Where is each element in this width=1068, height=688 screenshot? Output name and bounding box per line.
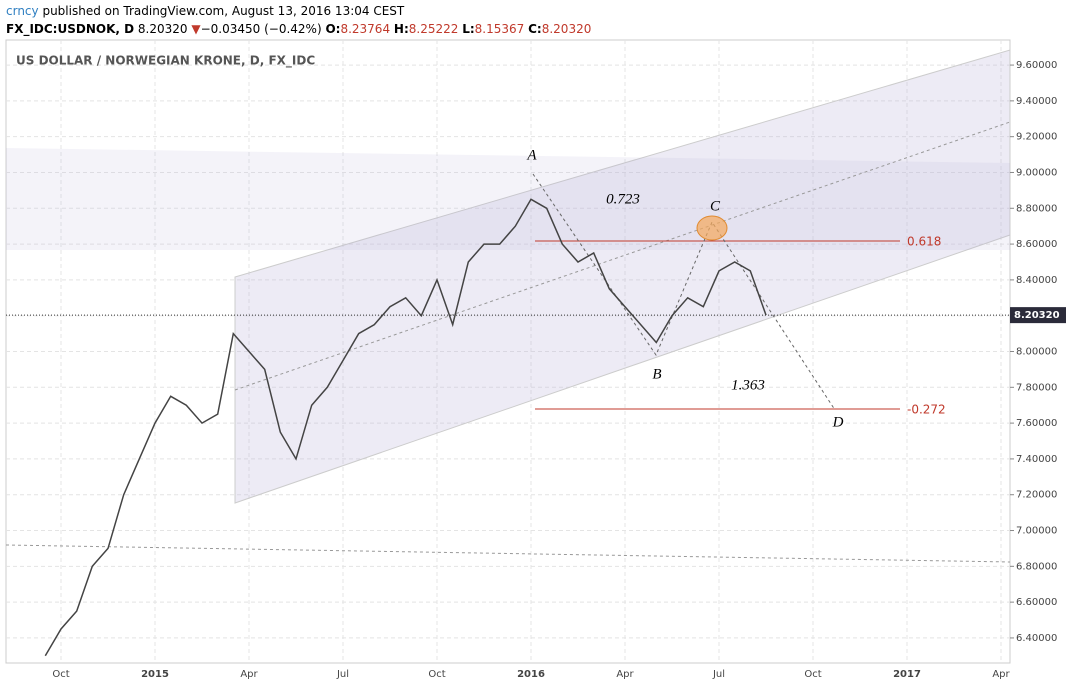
y-tick-label: 6.60000: [1016, 597, 1057, 608]
highlight: [696, 215, 728, 241]
y-tick-label: 8.40000: [1016, 275, 1057, 286]
trend-line: [5, 544, 1011, 563]
y-tick-label: 7.60000: [1016, 418, 1057, 429]
x-tick-label: 2017: [893, 669, 921, 680]
channel: [234, 49, 1011, 504]
x-tick-label: 2016: [517, 669, 545, 680]
c: 8.20320: [541, 22, 592, 36]
x-tick-label: Oct: [428, 669, 445, 680]
x-tick-label: Jul: [336, 669, 349, 680]
y-tick-label: 8.60000: [1016, 239, 1057, 250]
y-tick-label: 9.00000: [1016, 167, 1057, 178]
fib-label: 0.618: [907, 235, 941, 249]
abcd-pattern: [532, 173, 836, 411]
user[interactable]: crncy: [6, 4, 39, 18]
y-tick-label: 7.00000: [1016, 526, 1057, 537]
last-price-box: [1010, 307, 1066, 324]
h: 8.25222: [408, 22, 459, 36]
chart-title: US DOLLAR / NORWEGIAN KRONE, D, FX_IDC: [16, 54, 315, 69]
x-tick-label: 2015: [141, 669, 169, 680]
channel-mid: [234, 121, 1011, 391]
o: 8.23764: [340, 22, 391, 36]
point-label: A: [526, 147, 537, 163]
c-label: C:: [528, 22, 542, 36]
l: 8.15367: [474, 22, 525, 36]
y-tick-label: 6.80000: [1016, 561, 1057, 572]
x-tick-label: Oct: [804, 669, 821, 680]
x-tick-label: Apr: [616, 669, 634, 680]
point-label: B: [652, 366, 661, 382]
arrow: ▼: [191, 22, 201, 36]
y-tick-label: 9.20000: [1016, 132, 1057, 143]
price-line: [44, 198, 767, 657]
y-tick-label: 7.40000: [1016, 454, 1057, 465]
y-tick-label: 7.20000: [1016, 490, 1057, 501]
change: −0.03450 (−0.42%): [200, 22, 322, 36]
y-tick-label: 8.20000: [1016, 311, 1057, 322]
publish-text: published on TradingView.com, August 13,…: [42, 4, 405, 18]
zone: [6, 148, 1010, 250]
point-label: C: [710, 198, 721, 214]
fib-label: -0.272: [907, 403, 946, 417]
header-line-1: crncy published on TradingView.com, Augu…: [6, 4, 404, 18]
symbol: FX_IDC:USDNOK, D: [6, 22, 135, 36]
point-label: D: [832, 414, 844, 430]
l-label: L:: [462, 22, 475, 36]
plot-frame: [5, 39, 1011, 664]
x-tick-label: Jul: [712, 669, 725, 680]
o-label: O:: [325, 22, 341, 36]
x-tick-label: Apr: [240, 669, 258, 680]
y-tick-label: 7.80000: [1016, 382, 1057, 393]
last: 8.20320: [137, 22, 188, 36]
y-tick-label: 6.40000: [1016, 633, 1057, 644]
last-price-label: 8.20320: [1014, 310, 1060, 321]
x-tick-label: Oct: [52, 669, 69, 680]
y-tick-label: 8.00000: [1016, 347, 1057, 358]
ratio-label: 0.723: [606, 191, 640, 207]
h-label: H:: [393, 22, 409, 36]
ratio-label: 1.363: [731, 377, 765, 393]
y-tick-label: 9.60000: [1016, 60, 1057, 71]
header-line-2: FX_IDC:USDNOK, D 8.20320 ▼−0.03450 (−0.4…: [6, 22, 591, 36]
x-tick-label: Apr: [992, 669, 1010, 680]
y-tick-label: 9.40000: [1016, 96, 1057, 107]
y-tick-label: 8.80000: [1016, 203, 1057, 214]
